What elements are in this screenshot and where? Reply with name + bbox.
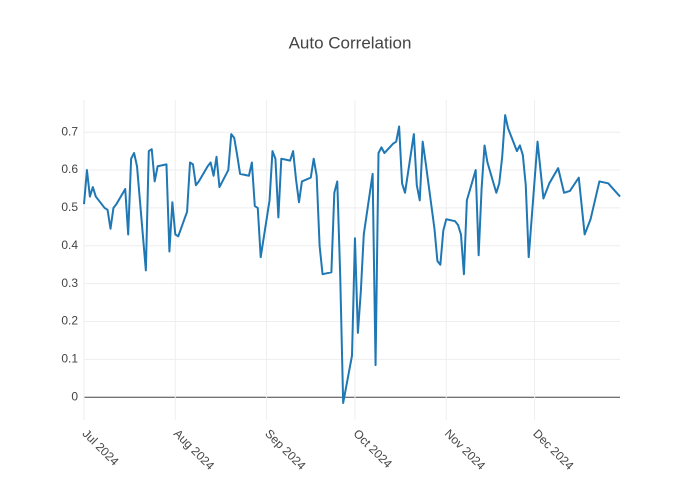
x-tick-label: Nov 2024 <box>442 426 488 472</box>
y-tick-label: 0.6 <box>61 162 78 176</box>
y-tick-label: 0 <box>71 389 78 403</box>
x-tick-label: Oct 2024 <box>351 426 396 471</box>
y-tick-label: 0.7 <box>61 124 78 138</box>
y-tick-label: 0.3 <box>61 276 78 290</box>
chart-title: Auto Correlation <box>289 33 412 52</box>
y-tick-label: 0.5 <box>61 200 78 214</box>
x-tick-label: Jul 2024 <box>80 426 122 468</box>
series-line <box>83 114 621 404</box>
y-tick-label: 0.4 <box>61 238 78 252</box>
x-tick-label: Sep 2024 <box>262 426 308 472</box>
y-tick-label: 0.1 <box>61 352 78 366</box>
y-tick-label: 0.2 <box>61 314 78 328</box>
x-tick-label: Aug 2024 <box>171 426 217 472</box>
x-tick-label: Dec 2024 <box>530 426 576 472</box>
